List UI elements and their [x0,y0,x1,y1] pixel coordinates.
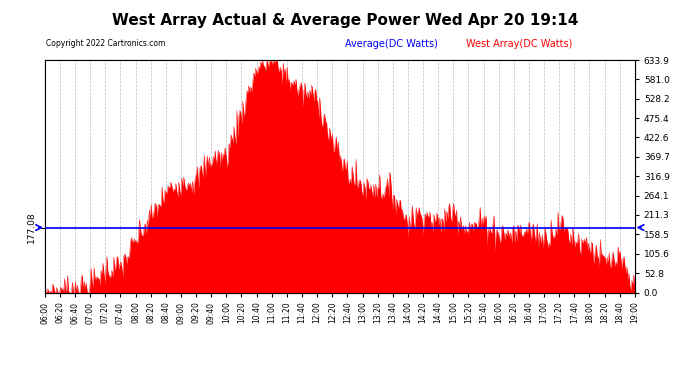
Text: Copyright 2022 Cartronics.com: Copyright 2022 Cartronics.com [46,39,166,48]
Text: Average(DC Watts): Average(DC Watts) [345,39,438,50]
Text: West Array(DC Watts): West Array(DC Watts) [466,39,572,50]
Text: West Array Actual & Average Power Wed Apr 20 19:14: West Array Actual & Average Power Wed Ap… [112,13,578,28]
